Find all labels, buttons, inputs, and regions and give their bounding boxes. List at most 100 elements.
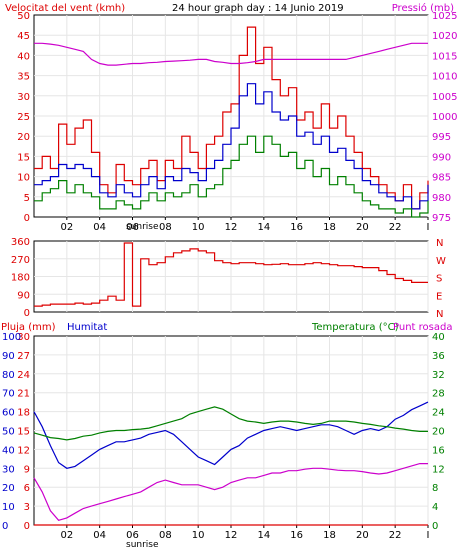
direction-tick-label: 270 — [11, 255, 30, 266]
series-line-pressure — [34, 42, 428, 66]
sunrise-label: sunrise — [126, 540, 159, 550]
wind-speed-axis-title: Velocitat del vent (kmh) — [5, 3, 125, 14]
wind-speed-tick-label: 30 — [17, 92, 30, 103]
compass-label: N — [436, 238, 443, 249]
rain-tick-label: 18 — [17, 408, 30, 419]
x-tick-label: 08 — [159, 222, 172, 233]
humidity-tick-label: 20 — [2, 483, 15, 494]
pressure-tick-label: 980 — [432, 193, 451, 204]
humidity-tick-label: 10 — [2, 502, 15, 513]
humidity-tick-label: 60 — [2, 408, 15, 419]
humidity-tick-label: 100 — [2, 332, 21, 343]
temperature-tick-label: 36 — [432, 351, 445, 362]
pressure-tick-label: 1005 — [432, 92, 457, 103]
temperature-tick-label: 16 — [432, 445, 445, 456]
rain-tick-label: 21 — [17, 389, 30, 400]
humidity-tick-label: 0 — [2, 521, 8, 532]
humidity-tick-label: 70 — [2, 389, 15, 400]
x-tick-label: 04 — [93, 530, 106, 541]
compass-label: W — [436, 256, 446, 267]
wind-speed-tick-label: 0 — [24, 213, 30, 224]
pressure-tick-label: 975 — [432, 213, 451, 224]
wind-speed-tick-label: 35 — [17, 72, 30, 83]
wind-speed-tick-label: 5 — [24, 193, 30, 204]
rain-tick-label: 6 — [24, 483, 30, 494]
compass-label: S — [436, 274, 442, 285]
wind-speed-tick-label: 40 — [17, 51, 30, 62]
graph-title: 24 hour graph day : 14 Junio 2019 — [172, 3, 344, 14]
x-tick-label: 12 — [225, 222, 238, 233]
humidity-tick-label: 40 — [2, 445, 15, 456]
wind-speed-tick-label: 45 — [17, 31, 30, 42]
humidity-tick-label: 30 — [2, 464, 15, 475]
temperature-tick-label: 32 — [432, 370, 445, 381]
rain-tick-label: 27 — [17, 351, 30, 362]
rain-tick-label: 9 — [24, 464, 30, 475]
pressure-tick-label: 985 — [432, 173, 451, 184]
rain-tick-label: 3 — [24, 502, 30, 513]
x-tick-label: 18 — [323, 222, 336, 233]
wind-speed-tick-label: 25 — [17, 112, 30, 123]
x-tick-label: 14 — [257, 530, 270, 541]
wind-speed-tick-label: 10 — [17, 173, 30, 184]
x-tick-label: 12 — [225, 530, 238, 541]
rain-axis-title: Pluja (mm) — [1, 322, 56, 333]
pressure-tick-label: 995 — [432, 132, 451, 143]
temperature-axis-title: Temperatura (°C) — [311, 322, 399, 333]
pressure-tick-label: 1020 — [432, 31, 457, 42]
x-tick-label: 08 — [159, 530, 172, 541]
series-line-minimum — [34, 135, 429, 218]
x-tick-label: 10 — [192, 530, 205, 541]
series-line-temperature — [33, 406, 428, 441]
pressure-tick-label: 1000 — [432, 112, 457, 123]
x-tick-label: 10 — [192, 222, 205, 233]
x-tick-label: I — [427, 530, 430, 541]
rain-tick-label: 24 — [17, 370, 30, 381]
temperature-tick-label: 24 — [432, 408, 445, 419]
x-tick-label: 18 — [323, 530, 336, 541]
compass-label: N — [436, 309, 443, 320]
x-tick-label: 14 — [257, 222, 270, 233]
rain-tick-label: 12 — [17, 445, 30, 456]
temperature-tick-label: 20 — [432, 427, 445, 438]
direction-tick-label: 180 — [11, 273, 30, 284]
pressure-tick-label: 990 — [432, 152, 451, 163]
humidity-tick-label: 90 — [2, 351, 15, 362]
series-line-average — [34, 83, 429, 210]
wind-speed-tick-label: 50 — [17, 11, 30, 22]
pressure-tick-label: 1010 — [432, 72, 457, 83]
series-line-direction — [34, 242, 428, 307]
temperature-tick-label: 12 — [432, 464, 445, 475]
series-line-dewpoint — [33, 463, 428, 521]
x-tick-label: 20 — [356, 530, 369, 541]
pressure-tick-label: 1025 — [432, 11, 457, 22]
x-tick-label: 06 — [126, 222, 139, 233]
humidity-axis-title: Humitat — [67, 322, 107, 333]
dewpoint-axis-title: Punt rosada — [393, 322, 452, 333]
x-tick-label: I — [427, 222, 430, 233]
x-tick-label: 04 — [93, 222, 106, 233]
direction-tick-label: 90 — [17, 290, 30, 301]
pressure-axis-title: Pressió (mb) — [392, 2, 454, 14]
temperature-tick-label: 4 — [432, 502, 438, 513]
x-tick-label: 06 — [126, 530, 139, 541]
temperature-tick-label: 0 — [432, 521, 438, 532]
pressure-tick-label: 1015 — [432, 51, 457, 62]
temperature-tick-label: 8 — [432, 483, 438, 494]
temperature-tick-label: 40 — [432, 332, 445, 343]
x-tick-label: 02 — [60, 530, 73, 541]
direction-tick-label: 0 — [24, 308, 30, 319]
x-tick-label: 22 — [389, 530, 402, 541]
compass-label: E — [436, 291, 442, 302]
rain-tick-label: 30 — [17, 332, 30, 343]
temperature-tick-label: 28 — [432, 389, 445, 400]
x-tick-label: 16 — [290, 222, 303, 233]
rain-tick-label: 0 — [24, 521, 30, 532]
wind-speed-tick-label: 15 — [17, 152, 30, 163]
x-tick-label: 20 — [356, 222, 369, 233]
x-tick-label: 02 — [60, 222, 73, 233]
humidity-tick-label: 80 — [2, 370, 15, 381]
direction-tick-label: 360 — [11, 237, 30, 248]
sunrise-label: sunrise — [126, 222, 159, 232]
